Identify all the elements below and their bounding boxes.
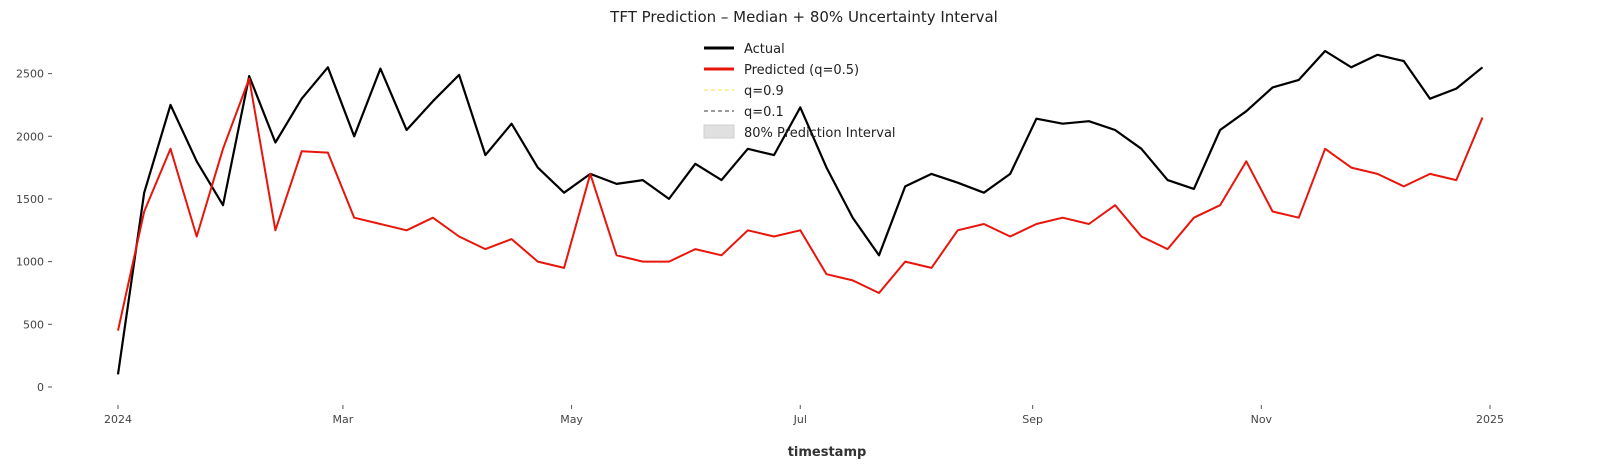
legend-label-q09: q=0.9 [744, 84, 784, 99]
x-axis: 2024 Mar May Jul Sep Nov 2025 [104, 405, 1504, 426]
legend-entry-interval: 80% Prediction Interval [703, 124, 896, 141]
y-tick-label: 2000 [16, 130, 44, 143]
x-tick-label: 2024 [104, 413, 132, 426]
legend-label-actual: Actual [744, 42, 785, 57]
x-axis-label: timestamp [788, 445, 867, 460]
y-tick-label: 500 [23, 318, 44, 331]
legend-label-q01: q=0.1 [744, 105, 784, 120]
legend-entry-q01: q=0.1 [704, 105, 784, 120]
x-tick-label: Jul [793, 413, 807, 426]
legend-label-predicted: Predicted (q=0.5) [744, 63, 859, 78]
y-tick-label: 2500 [16, 68, 44, 81]
y-tick-label: 1500 [16, 193, 44, 206]
legend: Actual Predicted (q=0.5) q=0.9 q=0.1 80%… [703, 42, 896, 141]
x-tick-label: Nov [1251, 413, 1273, 426]
series-layer [116, 49, 1484, 375]
y-tick-label: 1000 [16, 256, 44, 269]
legend-entry-q09: q=0.9 [704, 84, 784, 99]
legend-label-interval: 80% Prediction Interval [744, 126, 896, 141]
legend-swatch-interval [703, 124, 735, 139]
series-line-actual [116, 49, 1484, 375]
legend-entry-predicted: Predicted (q=0.5) [704, 63, 859, 78]
series-line-predicted-q-0-5 [117, 77, 1484, 331]
chart-title: TFT Prediction – Median + 80% Uncertaint… [609, 8, 998, 26]
legend-entry-actual: Actual [704, 42, 785, 57]
y-tick-label: 0 [37, 381, 44, 394]
x-tick-label: Mar [333, 413, 354, 426]
y-axis: 0 500 1000 1500 2000 2500 [16, 68, 52, 394]
x-tick-label: 2025 [1476, 413, 1504, 426]
x-tick-label: May [560, 413, 583, 426]
x-tick-label: Sep [1022, 413, 1043, 426]
